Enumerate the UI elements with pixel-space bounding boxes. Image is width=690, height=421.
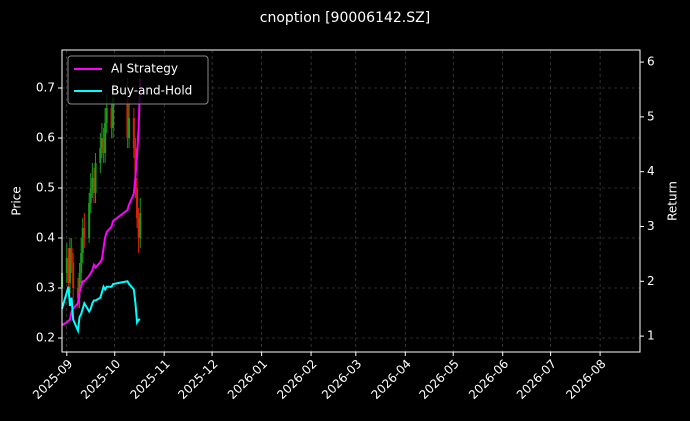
y2-tick-label: 1 — [647, 329, 655, 343]
candle-body — [126, 98, 129, 138]
legend-label: Buy-and-Hold — [111, 84, 192, 98]
candle-body — [105, 108, 108, 123]
candle-body — [68, 248, 71, 283]
candle-body — [110, 108, 113, 128]
candle-body — [67, 258, 70, 283]
candle-body — [136, 188, 139, 218]
y2-tick-label: 3 — [647, 219, 655, 233]
candle-body — [112, 98, 115, 128]
candle-body — [128, 118, 131, 138]
candle-body — [139, 213, 142, 238]
candle-body — [65, 258, 68, 273]
plot-frame — [61, 49, 641, 353]
chart-title: cnoption [90006142.SZ] — [260, 10, 430, 26]
candle-body — [94, 163, 97, 193]
legend-box — [67, 55, 209, 105]
y-tick-label: 0.6 — [36, 131, 55, 145]
y2-tick-label: 5 — [647, 109, 655, 123]
candle-body — [88, 203, 91, 238]
candle-body — [72, 263, 75, 288]
y2-tick-label: 2 — [647, 274, 655, 288]
legend-label: AI Strategy — [111, 62, 178, 76]
candle-body — [92, 178, 95, 193]
candle-body — [91, 178, 94, 188]
candle-body — [137, 218, 140, 238]
y-tick-label: 0.7 — [36, 81, 55, 95]
y-tick-label: 0.4 — [36, 231, 55, 245]
candle-body — [81, 228, 84, 253]
y-tick-label: 0.5 — [36, 181, 55, 195]
candle-body — [89, 188, 92, 203]
y-tick-label: 0.3 — [36, 281, 55, 295]
series-line — [61, 280, 141, 335]
candle-body — [100, 138, 103, 148]
candle-body — [78, 273, 81, 298]
candle-body — [76, 288, 79, 298]
y-axis-label: Price — [10, 186, 24, 215]
candle-body — [132, 118, 135, 148]
y2-tick-label: 4 — [647, 164, 655, 178]
candle-body — [99, 148, 102, 163]
candle-body — [102, 138, 105, 153]
candle-body — [70, 248, 73, 263]
candle-body — [104, 123, 107, 153]
candle-body — [80, 253, 83, 273]
y-tick-label: 0.2 — [36, 331, 55, 345]
y2-axis-label: Return — [666, 181, 680, 221]
y2-tick-label: 6 — [647, 55, 655, 69]
candle-body — [83, 228, 86, 238]
